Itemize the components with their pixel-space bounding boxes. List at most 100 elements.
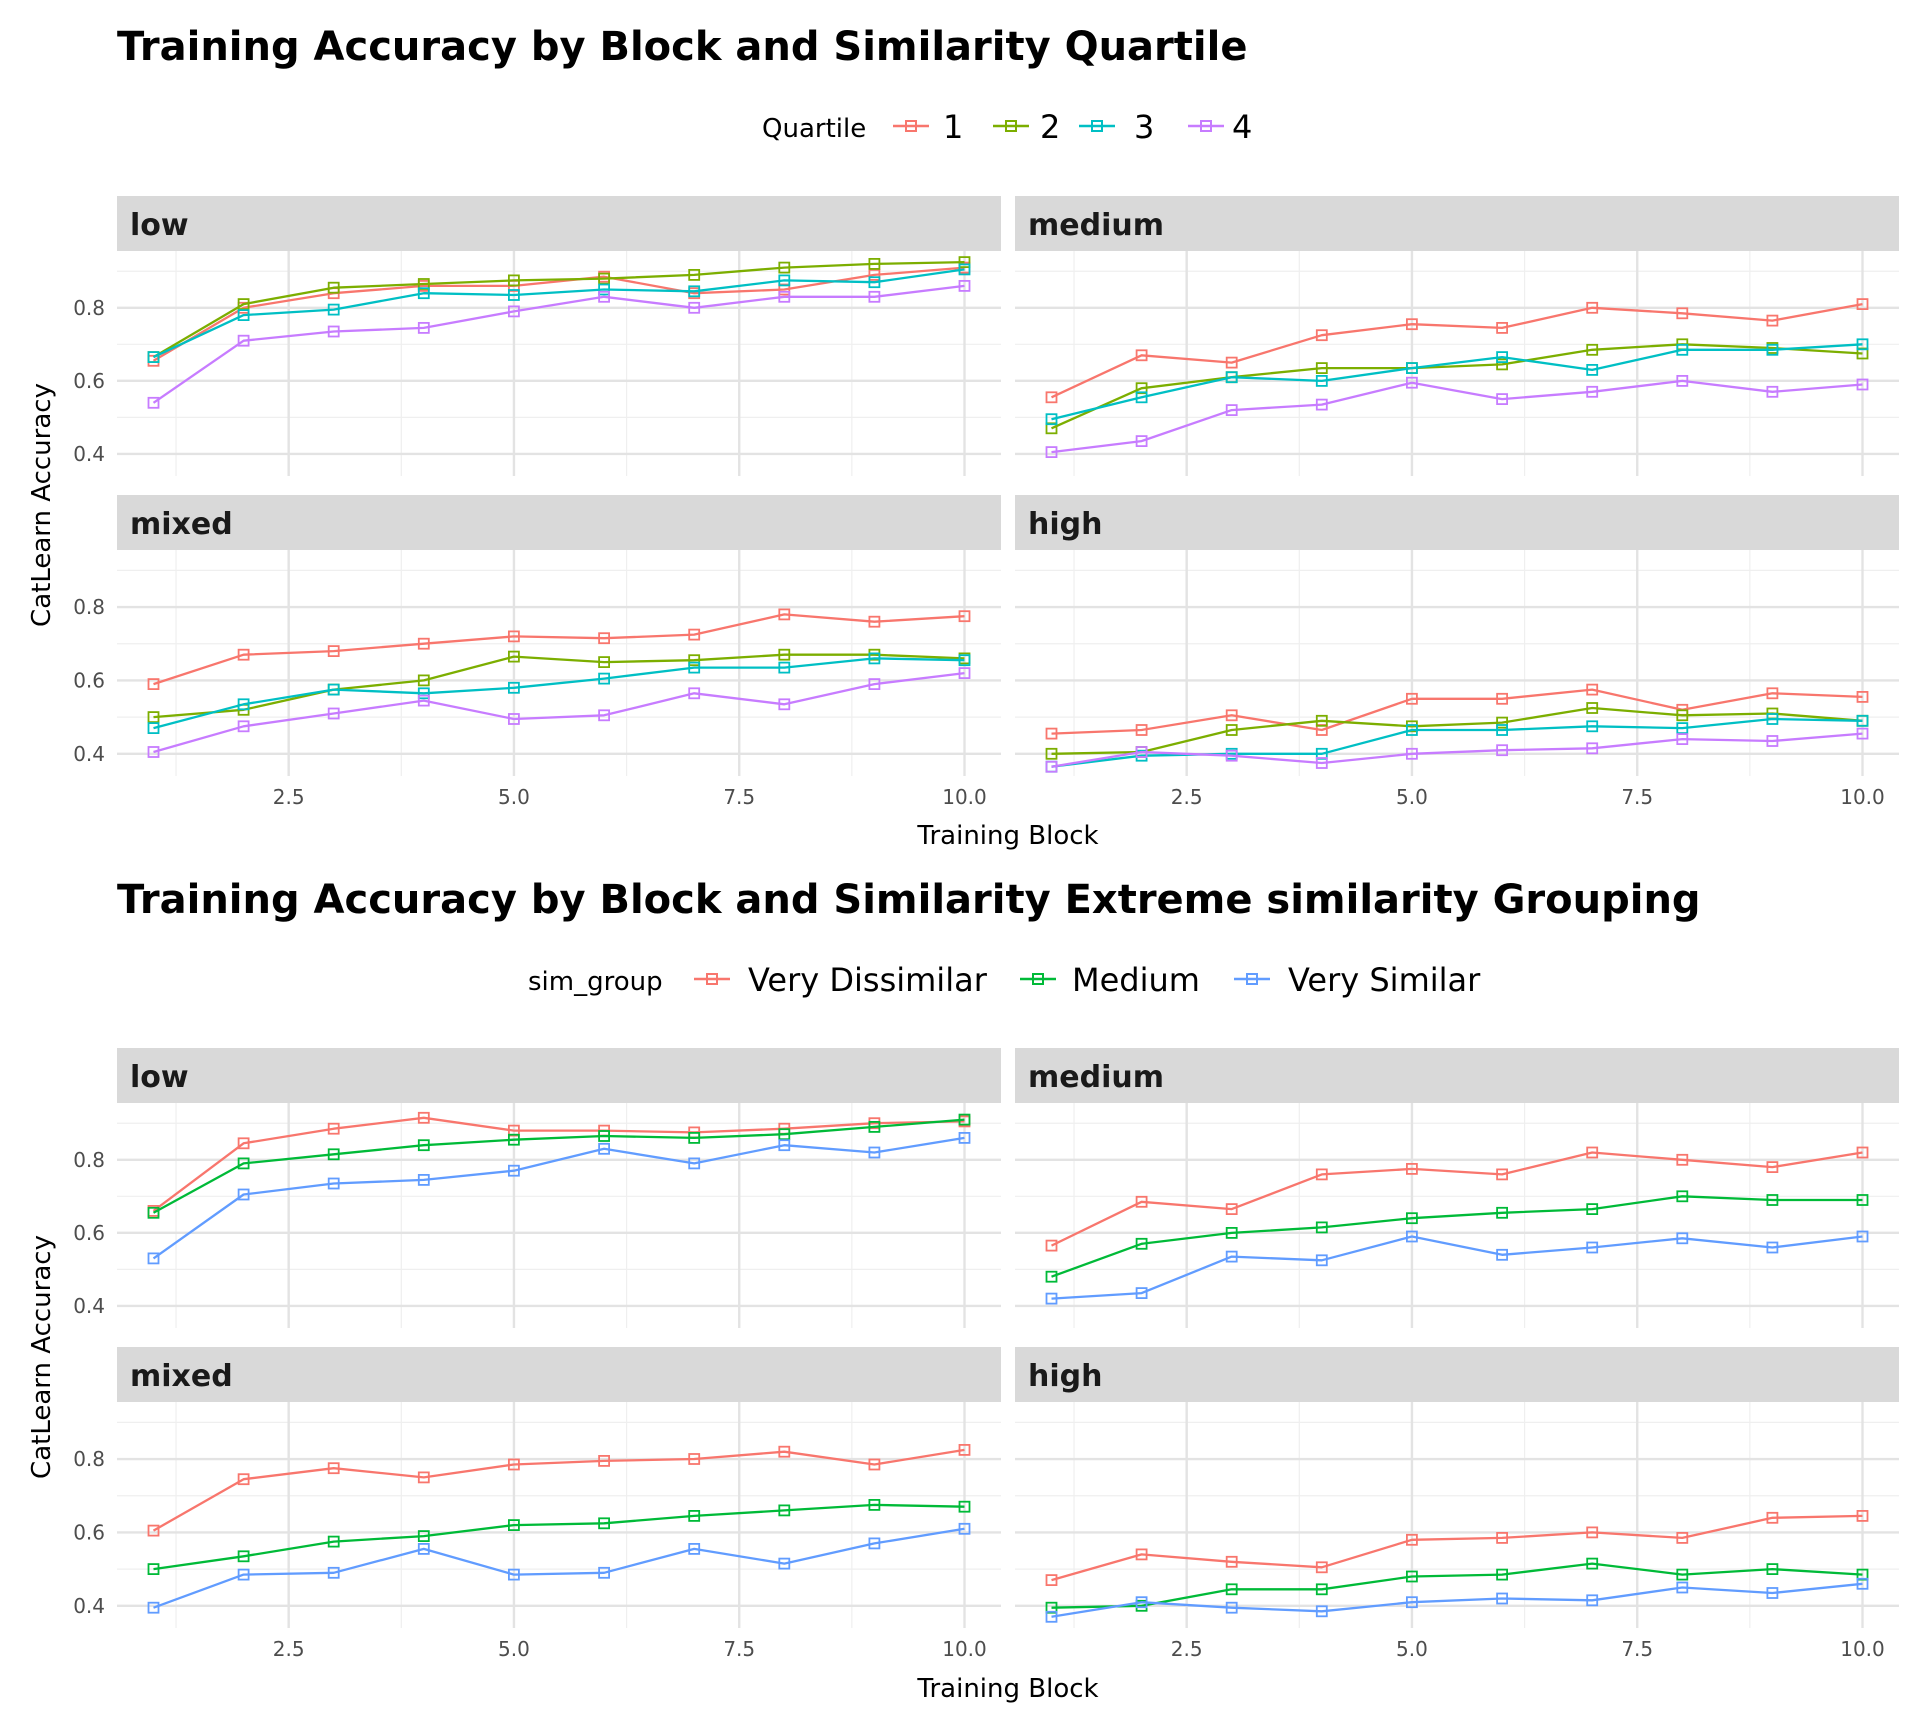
data-point xyxy=(1225,724,1238,736)
data-point xyxy=(598,1130,610,1142)
legend-key-marker xyxy=(1032,973,1044,985)
data-point xyxy=(868,615,881,628)
data-point xyxy=(1766,1161,1779,1173)
legend-key-marker xyxy=(1200,120,1212,132)
y-tick-label: 0.6 xyxy=(73,1520,105,1544)
data-point xyxy=(1225,1583,1238,1596)
data-point xyxy=(507,274,520,287)
data-point xyxy=(1315,1583,1328,1596)
data-point xyxy=(1225,371,1238,384)
data-point xyxy=(1676,709,1689,722)
legend: sim_group Very Dissimilar Medium Very Si… xyxy=(528,961,1481,999)
data-point xyxy=(778,1504,791,1517)
data-point xyxy=(147,1206,160,1219)
x-tick-label: 10.0 xyxy=(1840,785,1885,809)
data-point xyxy=(1406,1533,1418,1546)
data-point xyxy=(1676,733,1689,745)
data-point xyxy=(237,309,250,322)
data-point xyxy=(1856,727,1869,740)
facet-panel-high: high 2.5 5.0 7.5 10.0 xyxy=(1015,1347,1899,1661)
data-point xyxy=(1135,746,1148,758)
data-point xyxy=(778,290,791,303)
legend-label: 1 xyxy=(943,108,963,146)
data-point xyxy=(868,1146,881,1159)
data-point xyxy=(1406,692,1418,705)
data-point xyxy=(147,1601,160,1614)
data-point xyxy=(1406,362,1418,375)
facet-panel-medium: medium xyxy=(1015,196,1899,476)
y-tick-label: 0.6 xyxy=(73,369,105,393)
data-point xyxy=(417,674,430,687)
data-point xyxy=(1586,702,1599,714)
x-tick-label: 7.5 xyxy=(723,1637,755,1661)
data-point xyxy=(1766,343,1779,356)
data-point xyxy=(1045,1610,1058,1623)
data-point xyxy=(507,1519,520,1531)
data-point xyxy=(1676,1232,1689,1245)
data-point xyxy=(1406,747,1418,760)
data-point xyxy=(147,1524,160,1537)
series-line xyxy=(1051,343,1863,421)
data-point xyxy=(1045,1239,1058,1252)
facet-panel-mixed: mixed 2.5 5.0 7.5 10.0 0.4 0.6 0.8 xyxy=(73,1347,1001,1661)
data-point xyxy=(417,687,430,700)
data-point xyxy=(688,1543,701,1555)
data-point xyxy=(1586,1203,1599,1215)
y-tick-label: 0.4 xyxy=(73,1594,105,1618)
series-line xyxy=(1051,706,1863,755)
data-point xyxy=(1496,1532,1508,1544)
data-point xyxy=(958,1113,971,1126)
data-point xyxy=(1766,385,1779,398)
data-point xyxy=(868,1537,881,1550)
data-point xyxy=(327,1462,340,1475)
series-line xyxy=(153,1503,965,1571)
data-point xyxy=(507,650,520,663)
data-point xyxy=(1766,687,1779,700)
data-point xyxy=(1135,382,1148,395)
data-point xyxy=(507,1568,520,1581)
data-point xyxy=(1496,358,1508,371)
series-line xyxy=(1051,1562,1863,1609)
facet-label: high xyxy=(1028,1359,1102,1394)
data-point xyxy=(778,1557,791,1570)
legend-key-4: 4 xyxy=(1188,108,1252,146)
data-point xyxy=(327,281,340,294)
data-point xyxy=(327,1122,340,1135)
facet-plot-area: 2.5 5.0 7.5 10.0 0.4 0.6 0.8 xyxy=(73,1402,1001,1661)
data-point xyxy=(1315,1561,1328,1574)
data-point xyxy=(507,630,520,643)
series-line xyxy=(152,1116,965,1212)
data-point xyxy=(958,1132,971,1144)
data-point xyxy=(598,1566,610,1579)
data-point xyxy=(327,683,340,696)
data-point xyxy=(147,396,160,409)
series-line xyxy=(1051,1235,1863,1300)
data-point xyxy=(1496,724,1508,736)
data-point xyxy=(1225,1250,1238,1263)
data-point xyxy=(1496,351,1508,364)
data-point xyxy=(147,711,160,723)
data-point xyxy=(1586,1557,1599,1570)
data-point xyxy=(868,678,881,690)
x-tick-label: 2.5 xyxy=(1171,785,1203,809)
data-point xyxy=(688,661,701,674)
data-point xyxy=(688,654,701,667)
data-point xyxy=(1406,318,1418,331)
data-point xyxy=(507,305,520,318)
data-point xyxy=(1586,343,1599,356)
series-line xyxy=(1051,732,1863,768)
data-point xyxy=(778,608,791,621)
legend-key-3: 3 xyxy=(1079,108,1154,146)
data-point xyxy=(1225,1601,1238,1614)
data-point xyxy=(417,321,430,334)
facet-plot-area: 0.4 0.6 0.8 xyxy=(73,251,1001,476)
data-point xyxy=(1315,374,1328,387)
data-point xyxy=(1676,307,1689,320)
facet-strip xyxy=(117,196,1001,251)
series-line xyxy=(153,671,965,754)
data-point xyxy=(1856,1510,1869,1522)
data-point xyxy=(778,1445,791,1458)
data-point xyxy=(327,1148,340,1161)
series-line xyxy=(1051,302,1863,399)
